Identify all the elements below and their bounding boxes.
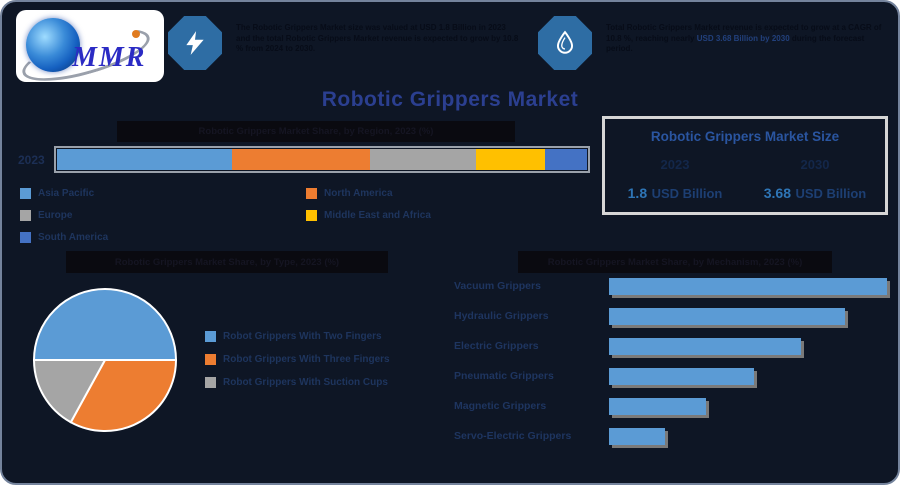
logo-dot [132, 30, 140, 38]
legend-item-north-america: North America [306, 186, 431, 200]
legend-item-middle-east-and-africa: Middle East and Africa [306, 208, 431, 222]
stacked-bar [57, 149, 587, 170]
callout-text-segment: USD 3.68 Billion by 2030 [696, 33, 790, 43]
legend-swatch [205, 331, 216, 342]
hbar-bar [609, 368, 754, 385]
bar-segment-middle-east-and-africa [475, 149, 545, 170]
callout-text-segment: during the forecast period. [606, 33, 865, 54]
type-pie-legend: Robot Grippers With Two Fingers Robot Gri… [205, 331, 390, 400]
drop-icon [538, 16, 592, 70]
market-size-value-start: 1.8 USD Billion [605, 185, 745, 203]
callout-text-segment: The Robotic Grippers Market size was val… [236, 23, 519, 53]
legend-swatch [205, 354, 216, 365]
hbar-row-pneumatic-grippers: Pneumatic Grippers [2, 368, 898, 388]
legend-swatch [205, 377, 216, 388]
type-chart-title: Robotic Grippers Market Share, by Type, … [66, 251, 388, 273]
globe-icon [26, 18, 80, 72]
hbar-label: Electric Grippers [454, 340, 539, 352]
legend-label: Robot Grippers With Two Fingers [223, 331, 382, 342]
legend-item-asia-pacific: Asia Pacific [20, 186, 108, 200]
hbar-bar [609, 308, 845, 325]
hbar-row-servo-electric-grippers: Servo-Electric Grippers [2, 428, 898, 448]
hbar-label: Pneumatic Grippers [454, 370, 554, 382]
legend-label: Robot Grippers With Three Fingers [223, 354, 390, 365]
hbar-label: Servo-Electric Grippers [454, 430, 572, 442]
drop-glyph [556, 30, 574, 54]
legend-label: Middle East and Africa [324, 209, 431, 221]
pie-slice-robot-grippers-with-suction-cups [32, 359, 107, 424]
market-size-year-end: 2030 [800, 157, 830, 172]
legend-swatch [20, 187, 31, 199]
forecast-summary-text: Total Robotic Grippers Market revenue is… [606, 23, 892, 55]
legend-swatch [20, 209, 31, 221]
hbar-label: Magnetic Grippers [454, 400, 547, 412]
bar-segment-europe [369, 149, 476, 170]
mmr-logo: MMR [16, 10, 164, 92]
region-legend-column-2: North America Middle East and Africa [306, 186, 431, 230]
hbar-label: Hydraulic Grippers [454, 310, 549, 322]
hbar-bar [609, 278, 887, 295]
type-pie-chart [32, 288, 178, 432]
market-size-number-end: 3.68 [763, 185, 791, 201]
hbar-row-vacuum-grippers: Vacuum Grippers [2, 278, 898, 298]
lightning-icon [168, 16, 222, 70]
region-legend-column-1: Asia Pacific Europe South America [20, 186, 108, 252]
hbar-row-hydraulic-grippers: Hydraulic Grippers [2, 308, 898, 328]
legend-label: North America [324, 187, 393, 199]
market-size-year-start: 2023 [660, 157, 690, 172]
bar-segment-south-america [544, 149, 587, 170]
legend-item-europe: Europe [20, 208, 108, 222]
market-size-unit-end: USD Billion [795, 186, 867, 201]
legend-swatch [20, 231, 31, 243]
market-summary-text: The Robotic Grippers Market size was val… [236, 23, 522, 55]
hbar-bar [609, 398, 706, 415]
legend-item-south-america: South America [20, 230, 108, 244]
market-size-title: Robotic Grippers Market Size [650, 129, 840, 144]
logo-text: MMR [72, 42, 147, 73]
callout-text-segment: Total Robotic Grippers Market revenue is… [606, 23, 882, 43]
legend-swatch [306, 187, 317, 199]
lightning-glyph [186, 31, 204, 55]
legend-label: Robot Grippers With Suction Cups [223, 377, 388, 388]
hbar-label: Vacuum Grippers [454, 280, 541, 292]
page-title: Robotic Grippers Market [321, 88, 579, 111]
legend-label: Europe [38, 209, 73, 221]
legend-item-robot-grippers-with-two-fingers: Robot Grippers With Two Fingers [205, 331, 390, 342]
hbar-bar [609, 338, 801, 355]
market-size-number-start: 1.8 [627, 185, 648, 201]
market-size-years-row: 2023 2030 [605, 157, 885, 172]
hbar-bar [609, 428, 665, 445]
bar-segment-north-america [231, 149, 370, 170]
market-size-box: Robotic Grippers Market Size 2023 2030 1… [602, 116, 888, 215]
mechanism-chart-title: Robotic Grippers Market Share, by Mechan… [518, 251, 832, 273]
legend-item-robot-grippers-with-suction-cups: Robot Grippers With Suction Cups [205, 377, 390, 388]
legend-label: South America [38, 231, 109, 243]
legend-item-robot-grippers-with-three-fingers: Robot Grippers With Three Fingers [205, 354, 390, 365]
market-size-value-end: 3.68 USD Billion [745, 185, 885, 203]
bar-segment-asia-pacific [57, 149, 232, 170]
pie-slice-robot-grippers-with-three-fingers [69, 359, 178, 432]
pie-slice-robot-grippers-with-two-fingers [32, 288, 178, 361]
market-size-unit-start: USD Billion [651, 186, 723, 201]
region-chart-title: Robotic Grippers Market Share, by Region… [117, 121, 515, 142]
hbar-row-magnetic-grippers: Magnetic Grippers [2, 398, 898, 418]
market-size-values-row: 1.8 USD Billion 3.68 USD Billion [605, 185, 885, 203]
region-stacked-bar-chart [54, 146, 590, 173]
stacked-bar-year-label: 2023 [18, 153, 45, 167]
legend-swatch [306, 209, 317, 221]
legend-label: Asia Pacific [38, 187, 95, 199]
hbar-row-electric-grippers: Electric Grippers [2, 338, 898, 358]
